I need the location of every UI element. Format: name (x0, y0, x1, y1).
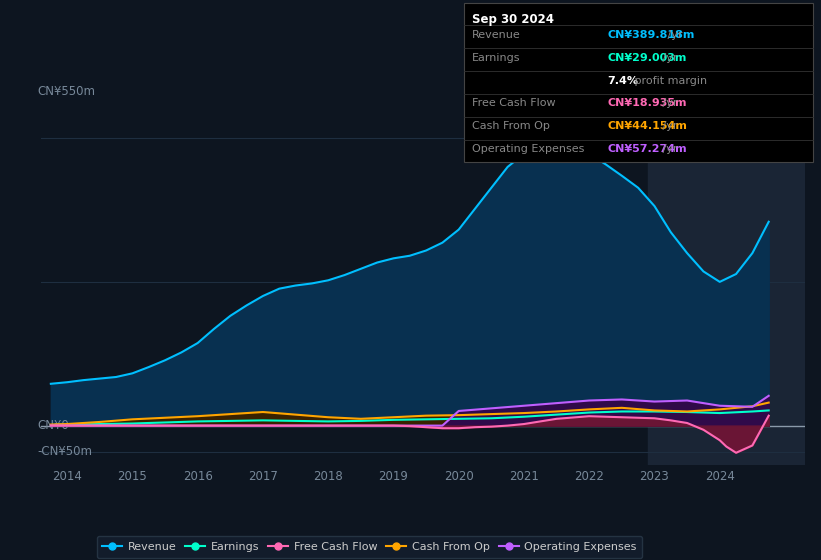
Legend: Revenue, Earnings, Free Cash Flow, Cash From Op, Operating Expenses: Revenue, Earnings, Free Cash Flow, Cash … (97, 536, 642, 558)
Text: Sep 30 2024: Sep 30 2024 (472, 13, 554, 26)
Text: /yr: /yr (659, 53, 678, 63)
Text: CN¥57.274m: CN¥57.274m (608, 144, 687, 154)
Text: CN¥44.154m: CN¥44.154m (608, 122, 687, 132)
Text: Cash From Op: Cash From Op (472, 122, 550, 132)
Text: profit margin: profit margin (631, 76, 707, 86)
Bar (648, 112, 805, 465)
Text: Operating Expenses: Operating Expenses (472, 144, 585, 154)
Text: CN¥29.003m: CN¥29.003m (608, 53, 687, 63)
Text: Free Cash Flow: Free Cash Flow (472, 99, 556, 109)
Text: -CN¥50m: -CN¥50m (37, 445, 92, 458)
Text: /yr: /yr (659, 122, 678, 132)
Text: Revenue: Revenue (472, 30, 521, 40)
Text: /yr: /yr (659, 144, 678, 154)
Text: CN¥389.818m: CN¥389.818m (608, 30, 695, 40)
Text: CN¥550m: CN¥550m (37, 85, 95, 98)
Text: 7.4%: 7.4% (608, 76, 639, 86)
Text: CN¥0: CN¥0 (37, 419, 69, 432)
Text: Earnings: Earnings (472, 53, 521, 63)
Text: /yr: /yr (664, 30, 682, 40)
Text: /yr: /yr (659, 99, 678, 109)
Text: CN¥18.935m: CN¥18.935m (608, 99, 687, 109)
